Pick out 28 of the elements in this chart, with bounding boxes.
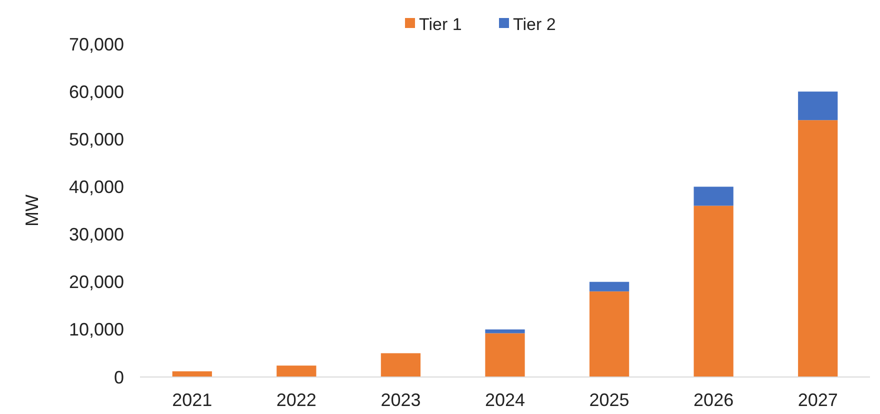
x-tick-label: 2023 bbox=[380, 390, 421, 410]
y-tick-label: 0 bbox=[114, 367, 124, 388]
x-tick-label: 2022 bbox=[276, 390, 316, 410]
y-tick-label: 70,000 bbox=[68, 34, 124, 54]
bar bbox=[485, 329, 525, 334]
x-tick-label: 2024 bbox=[484, 390, 526, 410]
bar bbox=[798, 92, 838, 120]
bar bbox=[589, 291, 630, 377]
bar bbox=[694, 206, 734, 377]
x-tick-label: 2027 bbox=[798, 390, 838, 410]
y-tick-label: 20,000 bbox=[68, 272, 124, 292]
x-tick-label: 2026 bbox=[694, 390, 734, 410]
legend-label: Tier 1 bbox=[419, 14, 462, 34]
y-axis-title: MW bbox=[22, 194, 42, 226]
legend-label: Tier 2 bbox=[513, 14, 556, 34]
bar bbox=[589, 282, 630, 292]
x-tick-label: 2025 bbox=[589, 390, 630, 410]
x-tick-label: 2021 bbox=[172, 390, 212, 410]
y-tick-label: 50,000 bbox=[68, 129, 124, 150]
bar bbox=[276, 366, 316, 377]
bar bbox=[380, 353, 421, 377]
y-tick-label: 30,000 bbox=[68, 224, 124, 245]
bar bbox=[694, 186, 734, 206]
bar bbox=[485, 333, 525, 377]
y-tick-label: 60,000 bbox=[68, 82, 124, 102]
y-tick-label: 40,000 bbox=[68, 177, 124, 198]
bar bbox=[798, 120, 838, 377]
y-tick-label: 10,000 bbox=[68, 320, 124, 340]
